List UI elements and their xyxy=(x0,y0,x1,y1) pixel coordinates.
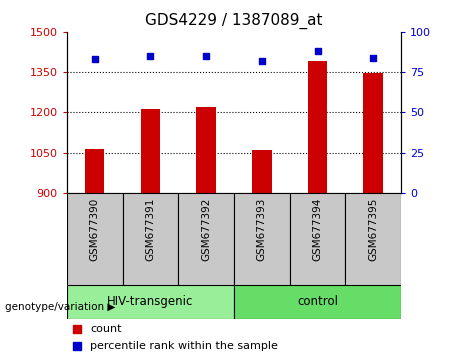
Point xyxy=(73,326,81,331)
Bar xyxy=(290,193,345,285)
Bar xyxy=(85,149,105,193)
Text: genotype/variation ▶: genotype/variation ▶ xyxy=(5,302,115,312)
Bar xyxy=(178,193,234,285)
Text: control: control xyxy=(297,295,338,308)
Bar xyxy=(67,285,234,319)
Point xyxy=(147,53,154,59)
Point xyxy=(91,56,98,62)
Point xyxy=(314,48,321,54)
Text: GSM677394: GSM677394 xyxy=(313,198,323,261)
Text: HIV-transgenic: HIV-transgenic xyxy=(107,295,194,308)
Title: GDS4229 / 1387089_at: GDS4229 / 1387089_at xyxy=(145,13,323,29)
Bar xyxy=(308,61,327,193)
Bar xyxy=(345,193,401,285)
Text: GSM677392: GSM677392 xyxy=(201,198,211,261)
Text: percentile rank within the sample: percentile rank within the sample xyxy=(90,341,278,351)
Text: GSM677390: GSM677390 xyxy=(90,198,100,261)
Bar xyxy=(234,193,290,285)
Bar xyxy=(234,285,401,319)
Point xyxy=(370,55,377,61)
Point xyxy=(258,58,266,64)
Bar xyxy=(123,193,178,285)
Bar xyxy=(196,107,216,193)
Bar xyxy=(141,109,160,193)
Text: GSM677393: GSM677393 xyxy=(257,198,267,261)
Text: GSM677391: GSM677391 xyxy=(145,198,155,261)
Text: count: count xyxy=(90,324,122,333)
Point xyxy=(73,343,81,349)
Text: GSM677395: GSM677395 xyxy=(368,198,378,261)
Bar xyxy=(252,150,272,193)
Bar xyxy=(363,74,383,193)
Bar xyxy=(67,193,123,285)
Point xyxy=(202,53,210,59)
